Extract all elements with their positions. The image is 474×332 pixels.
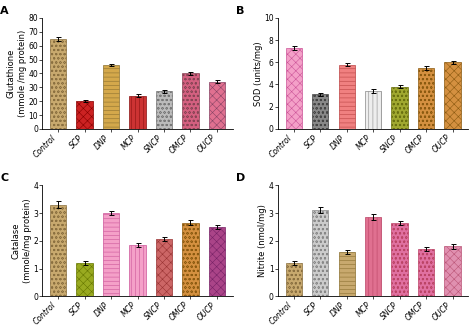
- Bar: [392, 87, 408, 129]
- Text: B: B: [236, 6, 245, 16]
- Text: A: A: [0, 6, 9, 16]
- Bar: [312, 210, 328, 296]
- Y-axis label: Nitrite (nmol/mg): Nitrite (nmol/mg): [258, 204, 267, 277]
- Bar: [182, 223, 199, 296]
- Bar: [338, 64, 355, 129]
- Bar: [209, 82, 225, 129]
- Bar: [444, 246, 461, 296]
- Bar: [76, 101, 93, 129]
- Bar: [365, 91, 382, 129]
- Bar: [338, 252, 355, 296]
- Bar: [129, 245, 146, 296]
- Bar: [365, 217, 382, 296]
- Y-axis label: SOD (units/mg): SOD (units/mg): [254, 41, 263, 106]
- Bar: [50, 205, 66, 296]
- Bar: [129, 96, 146, 129]
- Bar: [392, 223, 408, 296]
- Bar: [312, 95, 328, 129]
- Bar: [418, 68, 434, 129]
- Bar: [103, 213, 119, 296]
- Bar: [182, 73, 199, 129]
- Text: C: C: [0, 173, 9, 183]
- Bar: [444, 62, 461, 129]
- Bar: [76, 263, 93, 296]
- Bar: [103, 65, 119, 129]
- Bar: [156, 239, 172, 296]
- Bar: [50, 39, 66, 129]
- Bar: [418, 249, 434, 296]
- Bar: [209, 227, 225, 296]
- Bar: [285, 263, 302, 296]
- Text: D: D: [236, 173, 245, 183]
- Y-axis label: Glutathione
(mmole /mg protein): Glutathione (mmole /mg protein): [7, 30, 27, 117]
- Y-axis label: Catalase
(mmole/mg protein): Catalase (mmole/mg protein): [12, 199, 32, 283]
- Bar: [156, 91, 172, 129]
- Bar: [285, 48, 302, 129]
